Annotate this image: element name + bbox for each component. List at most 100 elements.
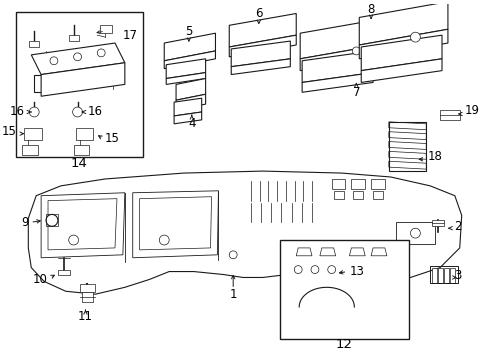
Bar bbox=[24, 128, 42, 140]
Polygon shape bbox=[41, 193, 124, 258]
Bar bbox=[370, 179, 384, 189]
Polygon shape bbox=[300, 45, 378, 71]
Polygon shape bbox=[361, 59, 441, 82]
Polygon shape bbox=[166, 73, 205, 84]
Text: 4: 4 bbox=[188, 117, 195, 130]
Bar bbox=[431, 220, 443, 226]
Polygon shape bbox=[388, 152, 426, 159]
Circle shape bbox=[352, 47, 360, 55]
Polygon shape bbox=[229, 35, 296, 57]
Circle shape bbox=[50, 57, 58, 65]
Text: 2: 2 bbox=[453, 220, 460, 233]
Bar bbox=[443, 267, 448, 283]
Polygon shape bbox=[34, 75, 44, 92]
Polygon shape bbox=[132, 191, 218, 258]
Polygon shape bbox=[31, 43, 124, 75]
Polygon shape bbox=[300, 19, 378, 59]
Bar bbox=[439, 110, 459, 120]
Bar bbox=[58, 270, 70, 275]
Text: 13: 13 bbox=[349, 265, 364, 278]
Polygon shape bbox=[388, 161, 426, 169]
Text: 8: 8 bbox=[366, 3, 374, 16]
Polygon shape bbox=[388, 141, 426, 149]
Circle shape bbox=[294, 266, 302, 274]
Polygon shape bbox=[361, 35, 441, 71]
Bar bbox=[74, 145, 89, 155]
Bar bbox=[372, 191, 382, 199]
Text: 10: 10 bbox=[33, 273, 48, 286]
Polygon shape bbox=[229, 13, 296, 47]
Bar bbox=[351, 179, 365, 189]
Text: 5: 5 bbox=[185, 25, 192, 38]
Bar bbox=[80, 284, 95, 292]
Text: 9: 9 bbox=[21, 216, 28, 229]
Polygon shape bbox=[174, 98, 201, 116]
Text: 16: 16 bbox=[87, 105, 102, 118]
Polygon shape bbox=[388, 132, 426, 140]
Bar bbox=[380, 252, 394, 262]
Circle shape bbox=[74, 53, 81, 61]
Bar bbox=[280, 240, 407, 338]
Text: 18: 18 bbox=[427, 150, 441, 163]
Circle shape bbox=[159, 235, 169, 245]
Bar bbox=[29, 41, 39, 47]
Text: 3: 3 bbox=[453, 269, 460, 282]
Bar bbox=[81, 292, 93, 302]
Bar bbox=[356, 248, 373, 260]
Circle shape bbox=[409, 228, 420, 238]
Text: 6: 6 bbox=[255, 7, 262, 20]
Polygon shape bbox=[388, 122, 426, 130]
Bar bbox=[331, 179, 345, 189]
Polygon shape bbox=[41, 63, 124, 96]
Text: 11: 11 bbox=[78, 310, 93, 323]
Text: 14: 14 bbox=[70, 157, 87, 170]
Bar bbox=[46, 215, 58, 226]
Bar bbox=[100, 25, 112, 33]
Polygon shape bbox=[164, 51, 215, 69]
Polygon shape bbox=[166, 59, 205, 78]
Circle shape bbox=[310, 266, 318, 274]
Bar bbox=[68, 35, 79, 41]
Bar bbox=[388, 122, 426, 171]
Text: 12: 12 bbox=[335, 338, 352, 351]
Circle shape bbox=[327, 266, 335, 274]
Circle shape bbox=[68, 235, 79, 245]
Text: 16: 16 bbox=[9, 105, 24, 118]
Polygon shape bbox=[48, 199, 117, 250]
Polygon shape bbox=[296, 248, 311, 256]
Bar bbox=[353, 191, 363, 199]
Text: 15: 15 bbox=[105, 132, 120, 145]
Polygon shape bbox=[359, 29, 447, 59]
Polygon shape bbox=[176, 78, 205, 100]
Bar bbox=[437, 267, 442, 283]
Text: 7: 7 bbox=[352, 86, 359, 99]
Polygon shape bbox=[359, 2, 447, 45]
Polygon shape bbox=[302, 73, 372, 92]
Polygon shape bbox=[349, 248, 365, 256]
Bar bbox=[22, 145, 38, 155]
Circle shape bbox=[46, 215, 58, 226]
Circle shape bbox=[29, 107, 39, 117]
Polygon shape bbox=[28, 171, 461, 294]
Polygon shape bbox=[370, 248, 386, 256]
Text: 19: 19 bbox=[464, 104, 479, 117]
Polygon shape bbox=[164, 33, 215, 61]
Text: 1: 1 bbox=[229, 288, 237, 301]
Polygon shape bbox=[231, 59, 290, 75]
Polygon shape bbox=[176, 94, 205, 110]
Text: 15: 15 bbox=[1, 125, 17, 138]
Bar bbox=[395, 222, 434, 244]
Bar bbox=[431, 267, 436, 283]
Circle shape bbox=[97, 49, 105, 57]
Polygon shape bbox=[302, 51, 372, 82]
Bar bbox=[429, 266, 457, 283]
Polygon shape bbox=[319, 248, 335, 256]
Circle shape bbox=[73, 107, 82, 117]
Bar bbox=[17, 12, 142, 157]
Polygon shape bbox=[174, 112, 201, 124]
Bar bbox=[333, 191, 343, 199]
Circle shape bbox=[229, 251, 237, 259]
Text: 17: 17 bbox=[122, 29, 138, 42]
Circle shape bbox=[409, 32, 420, 42]
Polygon shape bbox=[231, 41, 290, 67]
